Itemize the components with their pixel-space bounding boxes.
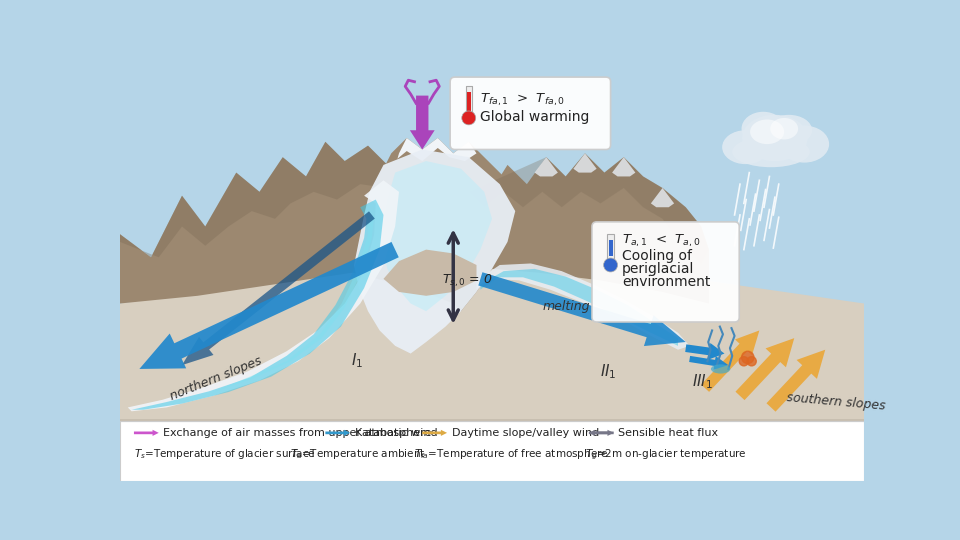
Polygon shape <box>651 188 674 207</box>
Polygon shape <box>120 434 864 481</box>
Ellipse shape <box>765 115 812 146</box>
Text: Katabatic wind: Katabatic wind <box>355 428 438 438</box>
Text: $II_1$: $II_1$ <box>601 363 617 381</box>
Polygon shape <box>612 157 636 177</box>
Text: Sensible heat flux: Sensible heat flux <box>618 428 718 438</box>
FancyArrow shape <box>588 430 613 436</box>
Text: $III_1$: $III_1$ <box>692 373 713 392</box>
Ellipse shape <box>711 364 731 374</box>
Circle shape <box>747 356 756 366</box>
FancyBboxPatch shape <box>592 222 739 322</box>
Text: periglacial: periglacial <box>622 262 695 276</box>
FancyArrow shape <box>735 338 794 400</box>
FancyArrow shape <box>325 430 350 436</box>
FancyArrow shape <box>689 356 729 370</box>
Text: $T_{a,1}$  <  $T_{a,0}$: $T_{a,1}$ < $T_{a,0}$ <box>622 232 701 248</box>
FancyArrow shape <box>422 430 447 436</box>
Text: $T_s$=Temperature of glacier surface: $T_s$=Temperature of glacier surface <box>134 448 316 461</box>
Text: $I_1$: $I_1$ <box>351 351 363 370</box>
Polygon shape <box>120 249 864 419</box>
Polygon shape <box>468 153 709 265</box>
Text: Daytime slope/valley wind: Daytime slope/valley wind <box>452 428 599 438</box>
Circle shape <box>462 111 476 125</box>
Text: Exchange of air masses from upper atmosphere: Exchange of air masses from upper atmosp… <box>163 428 432 438</box>
Text: $T_g$=2m on-glacier temperature: $T_g$=2m on-glacier temperature <box>585 447 747 462</box>
Text: Cooling of: Cooling of <box>622 249 692 263</box>
Polygon shape <box>360 138 516 261</box>
Polygon shape <box>453 153 709 311</box>
Polygon shape <box>480 269 678 346</box>
Bar <box>609 240 612 256</box>
Ellipse shape <box>722 130 769 164</box>
Polygon shape <box>120 65 864 419</box>
Bar <box>120 421 864 481</box>
Circle shape <box>739 356 749 366</box>
Polygon shape <box>397 138 476 161</box>
Polygon shape <box>383 249 476 296</box>
Polygon shape <box>120 419 864 434</box>
Text: $T_a$=Temperature ambient: $T_a$=Temperature ambient <box>291 448 426 461</box>
Polygon shape <box>476 264 689 350</box>
Ellipse shape <box>780 126 829 163</box>
Ellipse shape <box>742 115 807 161</box>
FancyArrow shape <box>410 96 435 150</box>
Polygon shape <box>120 142 453 257</box>
Text: $T_{fa,1}$  >  $T_{fa,0}$: $T_{fa,1}$ > $T_{fa,0}$ <box>480 91 564 107</box>
FancyArrow shape <box>685 343 725 360</box>
Bar <box>466 85 472 115</box>
Ellipse shape <box>741 112 785 146</box>
FancyArrow shape <box>701 330 759 392</box>
Circle shape <box>604 258 617 272</box>
Text: Global warming: Global warming <box>480 110 589 124</box>
Text: $T_{s,0}$ = 0: $T_{s,0}$ = 0 <box>442 273 492 289</box>
FancyArrow shape <box>134 430 158 436</box>
Ellipse shape <box>750 119 784 144</box>
Bar <box>608 234 613 264</box>
Text: northern slopes: northern slopes <box>168 354 264 403</box>
Ellipse shape <box>770 118 798 139</box>
Ellipse shape <box>732 137 809 167</box>
FancyArrow shape <box>182 211 374 365</box>
Polygon shape <box>132 200 383 410</box>
FancyArrow shape <box>766 350 826 411</box>
FancyArrow shape <box>139 242 398 369</box>
Polygon shape <box>573 153 596 173</box>
Polygon shape <box>213 215 374 392</box>
FancyBboxPatch shape <box>450 77 611 150</box>
FancyArrow shape <box>478 272 685 346</box>
Text: $T_{fa}$=Temperature of free atmosphere: $T_{fa}$=Temperature of free atmosphere <box>415 448 609 461</box>
Text: environment: environment <box>622 275 710 289</box>
Polygon shape <box>120 142 453 303</box>
Polygon shape <box>535 157 558 177</box>
Bar <box>467 92 470 113</box>
Circle shape <box>741 351 754 363</box>
Polygon shape <box>382 161 492 311</box>
Text: melting: melting <box>542 300 589 313</box>
Polygon shape <box>128 180 399 411</box>
Polygon shape <box>354 150 516 354</box>
FancyArrow shape <box>588 430 613 436</box>
Text: southern slopes: southern slopes <box>786 391 886 413</box>
